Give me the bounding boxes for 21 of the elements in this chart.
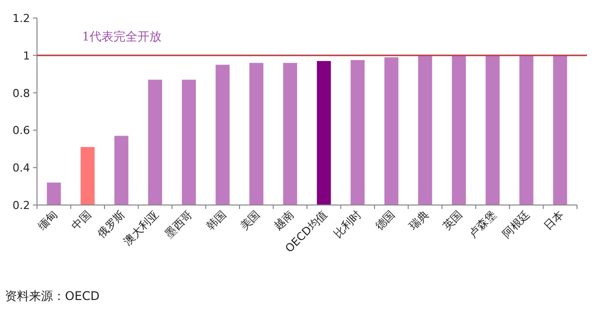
x-tick-label: 美国 (238, 208, 262, 233)
ref-line-label: 1代表完全开放 (82, 29, 162, 44)
x-tick-label: 阿根廷 (500, 208, 532, 240)
y-tick-label: 0.8 (12, 86, 30, 100)
text: 资料来源：OECD (5, 289, 100, 303)
y-tick-label: 0.2 (12, 199, 30, 212)
y-tick-label: 1.2 (12, 12, 30, 25)
x-tick-label: 德国 (372, 208, 398, 233)
x-tick-label: 韩国 (204, 208, 229, 233)
x-tick-label: 中国 (69, 208, 94, 233)
x-tick-label: 瑞典 (406, 208, 432, 233)
x-tick-label: 比利时 (331, 208, 364, 240)
x-tick-label: 缅甸 (35, 208, 60, 233)
x-tick-label: 卢森堡 (466, 208, 499, 240)
y-tick-label: 0.6 (12, 124, 30, 138)
x-tick-label: 英国 (440, 208, 465, 233)
x-tick-label: 墨西哥 (162, 208, 195, 240)
y-tick-label: 0.4 (12, 162, 30, 175)
x-tick-label: 日本 (542, 208, 566, 233)
y-tick-label: 1 (23, 49, 30, 62)
x-tick-label: 越南 (272, 208, 296, 233)
